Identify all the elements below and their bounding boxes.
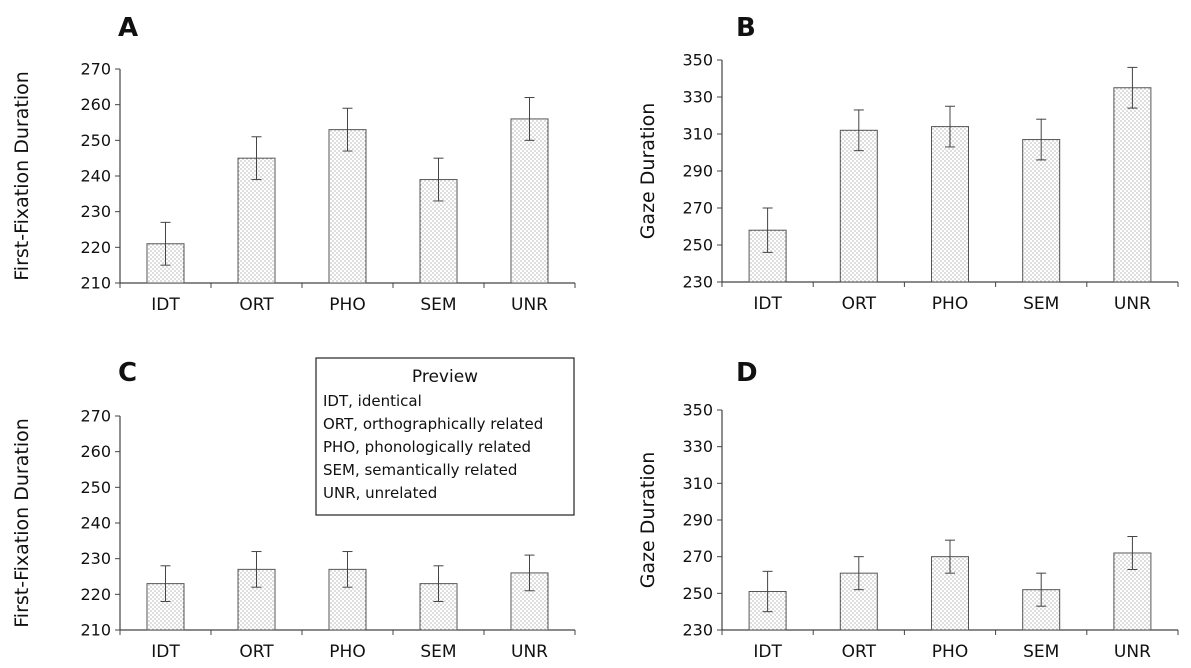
legend-entry: PHO, phonologically related [323, 438, 531, 456]
y-tick-label: 290 [682, 511, 713, 530]
y-tick-label: 250 [682, 236, 713, 255]
x-tick-label: IDT [753, 642, 782, 662]
y-tick-label: 350 [682, 51, 713, 70]
error-bar-ort [251, 136, 262, 181]
y-tick-label: 270 [682, 199, 713, 218]
y-tick-label: 310 [682, 125, 713, 144]
x-tick-label: SEM [420, 295, 456, 315]
panel-d: D Gaze Duration 230 250 270 290 310 330 350 IDT OR… [637, 358, 1179, 662]
y-tick-label: 290 [682, 162, 713, 181]
x-tick-label: ORT [239, 642, 274, 662]
bar-unr [510, 118, 549, 284]
y-tick-label: 240 [80, 167, 111, 186]
bar-pho [931, 126, 969, 283]
x-tick-label: IDT [151, 295, 180, 315]
error-bar-idt [160, 221, 171, 266]
error-bar-idt [160, 565, 171, 602]
panel-c: C First-Fixation Duration 210 220 230 240 250 2… [11, 357, 576, 662]
legend: Preview IDT, identical ORT, orthographical… [315, 357, 575, 516]
y-tick-label: 310 [682, 474, 713, 493]
x-tick-label: UNR [511, 295, 548, 315]
bar-ort [839, 129, 878, 283]
y-tick-label: 250 [80, 478, 111, 497]
error-bar-pho [945, 539, 955, 574]
y-tick-label: 220 [80, 238, 111, 257]
y-tick-label: 220 [80, 585, 111, 604]
panel-b: B Gaze Duration 230 250 270 290 310 330 350 IDT OR… [637, 13, 1179, 314]
bar-sem [1022, 139, 1061, 283]
y-tick-label: 270 [682, 547, 713, 566]
panel-a: A First-Fixation Duration 210 220 230 240 250 2… [11, 13, 576, 315]
x-tick-label: ORT [239, 295, 274, 315]
panel-letter: C [118, 358, 137, 388]
y-tick-label: 330 [682, 88, 713, 107]
panel-letter: D [736, 358, 758, 388]
y-axis-label: Gaze Duration [637, 452, 659, 589]
y-tick-label: 350 [682, 401, 713, 420]
y-tick-label: 260 [80, 442, 111, 461]
error-bar-unr [524, 554, 535, 592]
x-tick-label: PHO [329, 295, 365, 315]
error-bar-unr [1127, 536, 1138, 570]
error-bar-idt [762, 570, 773, 613]
y-tick-label: 210 [80, 274, 111, 293]
y-tick-label: 240 [80, 514, 111, 533]
error-bar-ort [853, 556, 864, 591]
legend-box [315, 357, 575, 516]
error-bar-unr [524, 97, 535, 141]
panel-letter: B [736, 13, 756, 43]
error-bar-sem [1036, 118, 1047, 161]
error-bar-pho [342, 551, 353, 588]
bar-unr [1113, 87, 1152, 283]
y-axis-label: Gaze Duration [637, 103, 659, 240]
x-tick-label: PHO [932, 642, 968, 662]
y-tick-label: 230 [682, 621, 713, 640]
x-tick-label: SEM [1023, 642, 1059, 662]
y-tick-label: 250 [80, 131, 111, 150]
y-axis-label: First-Fixation Duration [11, 71, 33, 281]
x-tick-label: ORT [842, 294, 877, 314]
x-tick-label: IDT [753, 294, 782, 314]
x-tick-label: UNR [511, 642, 548, 662]
x-tick-label: UNR [1114, 642, 1151, 662]
legend-entry: UNR, unrelated [323, 484, 437, 502]
x-tick-label: UNR [1114, 294, 1151, 314]
x-tick-label: SEM [420, 642, 456, 662]
y-tick-label: 230 [80, 549, 111, 568]
bar-pho [328, 129, 367, 284]
x-tick-label: IDT [151, 642, 180, 662]
panel-letter: A [118, 13, 138, 43]
y-tick-label: 330 [682, 437, 713, 456]
y-tick-label: 230 [682, 273, 713, 292]
error-bar-ort [251, 551, 262, 588]
x-tick-label: PHO [329, 642, 365, 662]
y-tick-label: 210 [80, 621, 111, 640]
y-tick-label: 270 [80, 60, 111, 79]
error-bar-sem [1036, 572, 1047, 607]
error-bar-sem [433, 565, 444, 602]
error-bar-ort [853, 109, 864, 152]
y-tick-label: 230 [80, 202, 111, 221]
legend-entry: IDT, identical [323, 392, 422, 410]
x-tick-label: ORT [842, 642, 877, 662]
error-bar-unr [1127, 66, 1138, 109]
y-tick-label: 270 [80, 407, 111, 426]
legend-entry: SEM, semantically related [323, 461, 517, 479]
y-tick-label: 250 [682, 584, 713, 603]
y-tick-label: 260 [80, 95, 111, 114]
error-bar-idt [762, 207, 773, 253]
error-bar-pho [342, 107, 353, 152]
error-bar-sem [433, 157, 444, 202]
legend-entry: ORT, orthographically related [323, 415, 543, 433]
x-tick-label: PHO [932, 294, 968, 314]
legend-title: Preview [412, 367, 478, 387]
x-tick-label: SEM [1023, 294, 1059, 314]
y-axis-label: First-Fixation Duration [11, 418, 33, 628]
error-bar-pho [945, 105, 955, 148]
